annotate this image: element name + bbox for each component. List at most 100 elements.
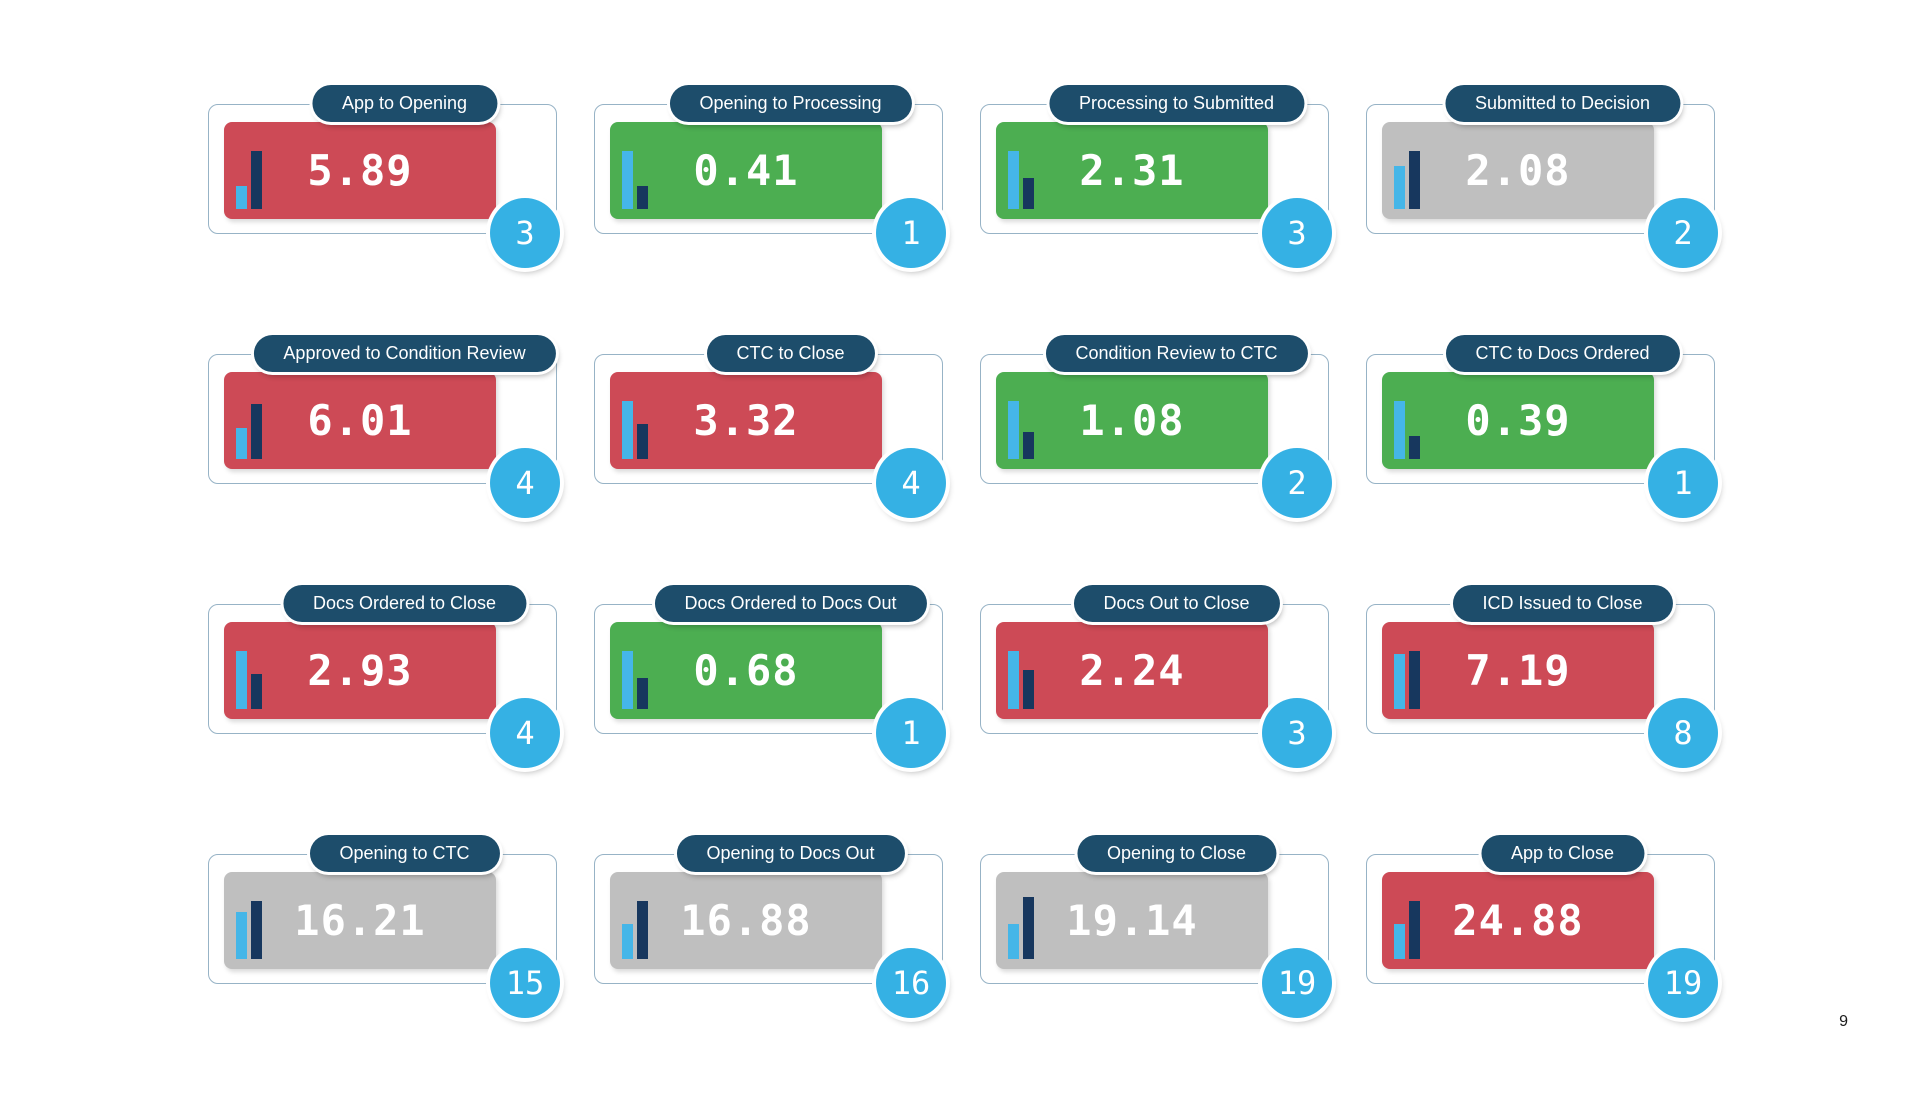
kpi-card[interactable]: 3.32 CTC to Close 4 — [594, 335, 946, 518]
mini-bar-chart-icon — [1008, 131, 1034, 209]
kpi-card[interactable]: 2.93 Docs Ordered to Close 4 — [208, 585, 560, 768]
kpi-card[interactable]: 0.41 Opening to Processing 1 — [594, 85, 946, 268]
kpi-card-fill: 0.68 — [610, 622, 882, 719]
kpi-card[interactable]: 2.31 Processing to Submitted 3 — [980, 85, 1332, 268]
mini-bar-light — [1008, 650, 1019, 709]
kpi-title: App to Opening — [311, 85, 498, 122]
kpi-card-fill: 2.31 — [996, 122, 1268, 219]
kpi-value: 7.19 — [1465, 646, 1571, 695]
kpi-card-fill: 7.19 — [1382, 622, 1654, 719]
kpi-count-badge: 4 — [490, 448, 560, 518]
mini-bar-chart-icon — [236, 131, 262, 209]
kpi-value: 16.88 — [680, 896, 812, 945]
mini-bar-light — [622, 150, 633, 209]
mini-bar-chart-icon — [1394, 381, 1420, 459]
kpi-title: Docs Ordered to Close — [282, 585, 527, 622]
kpi-card[interactable]: 6.01 Approved to Condition Review 4 — [208, 335, 560, 518]
kpi-card[interactable]: 5.89 App to Opening 3 — [208, 85, 560, 268]
kpi-title: CTC to Close — [706, 335, 875, 372]
kpi-card-fill: 0.39 — [1382, 372, 1654, 469]
kpi-title: Docs Ordered to Docs Out — [654, 585, 927, 622]
mini-bar-dark — [1409, 900, 1420, 959]
mini-bar-light — [1008, 150, 1019, 209]
kpi-card-fill: 16.88 — [610, 872, 882, 969]
kpi-count-badge: 16 — [876, 948, 946, 1018]
kpi-count-badge: 4 — [876, 448, 946, 518]
mini-bar-dark — [637, 900, 648, 959]
mini-bar-dark — [1409, 150, 1420, 209]
mini-bar-light — [1394, 923, 1405, 959]
kpi-card[interactable]: 2.24 Docs Out to Close 3 — [980, 585, 1332, 768]
kpi-card[interactable]: 1.08 Condition Review to CTC 2 — [980, 335, 1332, 518]
kpi-count-badge: 3 — [1262, 698, 1332, 768]
mini-bar-light — [622, 923, 633, 959]
mini-bar-dark — [1023, 431, 1034, 459]
mini-bar-dark — [637, 185, 648, 209]
mini-bar-light — [1008, 400, 1019, 459]
kpi-card[interactable]: 0.68 Docs Ordered to Docs Out 1 — [594, 585, 946, 768]
kpi-card-fill: 1.08 — [996, 372, 1268, 469]
kpi-count-badge: 15 — [490, 948, 560, 1018]
kpi-title: Processing to Submitted — [1048, 85, 1305, 122]
kpi-value: 24.88 — [1452, 896, 1584, 945]
kpi-card-fill: 0.41 — [610, 122, 882, 219]
kpi-title: Opening to CTC — [309, 835, 500, 872]
kpi-count-badge: 1 — [876, 698, 946, 768]
kpi-title: Condition Review to CTC — [1045, 335, 1308, 372]
kpi-count-badge: 19 — [1648, 948, 1718, 1018]
mini-bar-chart-icon — [622, 881, 648, 959]
kpi-count-badge: 3 — [1262, 198, 1332, 268]
kpi-value: 5.89 — [307, 146, 413, 195]
kpi-card[interactable]: 2.08 Submitted to Decision 2 — [1366, 85, 1718, 268]
mini-bar-chart-icon — [1394, 131, 1420, 209]
mini-bar-chart-icon — [1008, 881, 1034, 959]
mini-bar-dark — [1023, 177, 1034, 209]
kpi-card[interactable]: 16.88 Opening to Docs Out 16 — [594, 835, 946, 1018]
kpi-card[interactable]: 0.39 CTC to Docs Ordered 1 — [1366, 335, 1718, 518]
mini-bar-dark — [251, 150, 262, 209]
kpi-title: Approved to Condition Review — [253, 335, 556, 372]
mini-bar-light — [236, 427, 247, 459]
kpi-value: 0.41 — [693, 146, 799, 195]
mini-bar-light — [1394, 166, 1405, 209]
mini-bar-light — [622, 650, 633, 709]
mini-bar-light — [1008, 923, 1019, 959]
kpi-card[interactable]: 24.88 App to Close 19 — [1366, 835, 1718, 1018]
kpi-value: 2.93 — [307, 646, 413, 695]
mini-bar-light — [1394, 654, 1405, 709]
kpi-card-fill: 16.21 — [224, 872, 496, 969]
kpi-title: App to Close — [1480, 835, 1645, 872]
kpi-card[interactable]: 19.14 Opening to Close 19 — [980, 835, 1332, 1018]
kpi-card-fill: 5.89 — [224, 122, 496, 219]
kpi-title: Opening to Docs Out — [676, 835, 905, 872]
mini-bar-dark — [1409, 650, 1420, 709]
kpi-count-badge: 3 — [490, 198, 560, 268]
kpi-title: CTC to Docs Ordered — [1445, 335, 1680, 372]
kpi-card[interactable]: 7.19 ICD Issued to Close 8 — [1366, 585, 1718, 768]
kpi-title: Docs Out to Close — [1073, 585, 1280, 622]
mini-bar-chart-icon — [622, 381, 648, 459]
kpi-count-badge: 2 — [1262, 448, 1332, 518]
kpi-count-badge: 1 — [876, 198, 946, 268]
kpi-value: 0.39 — [1465, 396, 1571, 445]
kpi-card-fill: 6.01 — [224, 372, 496, 469]
kpi-value: 3.32 — [693, 396, 799, 445]
kpi-count-badge: 1 — [1648, 448, 1718, 518]
mini-bar-chart-icon — [236, 881, 262, 959]
kpi-value: 2.08 — [1465, 146, 1571, 195]
kpi-card[interactable]: 16.21 Opening to CTC 15 — [208, 835, 560, 1018]
kpi-value: 16.21 — [294, 896, 426, 945]
kpi-count-badge: 2 — [1648, 198, 1718, 268]
mini-bar-light — [1394, 400, 1405, 459]
mini-bar-light — [236, 185, 247, 209]
mini-bar-chart-icon — [1008, 631, 1034, 709]
kpi-title: Submitted to Decision — [1444, 85, 1681, 122]
mini-bar-light — [622, 400, 633, 459]
mini-bar-dark — [1409, 435, 1420, 459]
kpi-title: ICD Issued to Close — [1452, 585, 1673, 622]
mini-bar-chart-icon — [622, 631, 648, 709]
mini-bar-dark — [251, 673, 262, 709]
mini-bar-light — [236, 650, 247, 709]
kpi-value: 2.31 — [1079, 146, 1185, 195]
